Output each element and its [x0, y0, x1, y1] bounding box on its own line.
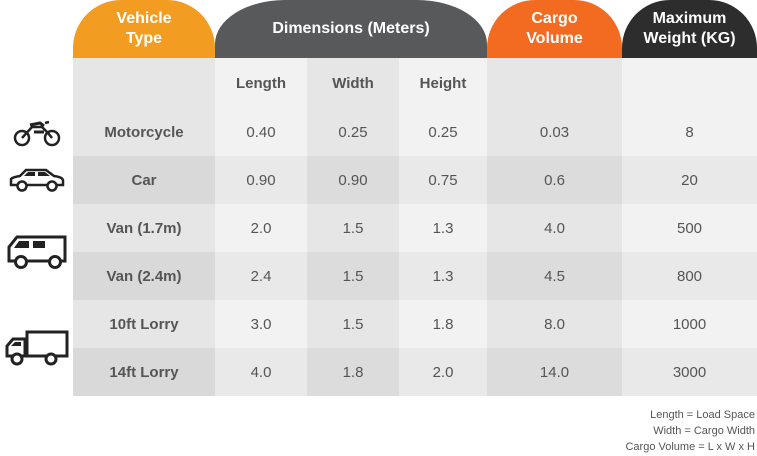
cell-length: 2.0 — [250, 219, 272, 237]
car-icon — [0, 160, 73, 200]
row-cell-bg — [487, 348, 622, 396]
cell-width: 1.8 — [342, 363, 364, 381]
row-cell-bg — [307, 108, 399, 156]
vehicle-name: 14ft Lorry — [109, 363, 179, 381]
cell-width: 1.5 — [342, 267, 364, 285]
row-cell-bg — [215, 252, 307, 300]
row-cell-bg — [487, 252, 622, 300]
row-cell-bg — [487, 108, 622, 156]
cell-height: 1.3 — [432, 219, 454, 237]
cell-weight: 3000 — [672, 363, 707, 381]
subheader-cell — [487, 58, 622, 108]
row-cell-bg — [307, 300, 399, 348]
row-cell-bg — [399, 108, 487, 156]
cell-weight: 1000 — [672, 315, 707, 333]
row-cell-bg — [73, 204, 215, 252]
cell-width: 1.5 — [342, 219, 364, 237]
vehicle-name: Van (1.7m) — [106, 219, 182, 237]
row-cell-bg — [487, 300, 622, 348]
header-vehicle-type: Vehicle Type — [73, 0, 215, 58]
subheader-cell — [215, 58, 307, 108]
row-cell-bg — [307, 252, 399, 300]
cell-weight: 20 — [681, 171, 698, 189]
row-cell-bg — [307, 204, 399, 252]
cell-height: 1.3 — [432, 267, 454, 285]
header-dimensions: Dimensions (Meters) — [215, 0, 487, 58]
cell-length: 0.90 — [246, 171, 276, 189]
cell-volume: 14.0 — [539, 363, 570, 381]
vehicle-name: Van (2.4m) — [106, 267, 182, 285]
subheader-height: Height — [419, 74, 467, 92]
row-cell-bg — [307, 156, 399, 204]
row-cell-bg — [399, 300, 487, 348]
vehicle-name: 10ft Lorry — [109, 315, 179, 333]
cell-length: 2.4 — [250, 267, 272, 285]
cell-volume: 0.6 — [544, 171, 565, 189]
row-cell-bg — [73, 300, 215, 348]
vehicle-name: Motorcycle — [104, 123, 184, 141]
cell-length: 4.0 — [250, 363, 272, 381]
row-cell-bg — [215, 108, 307, 156]
cell-volume: 8.0 — [544, 315, 565, 333]
row-cell-bg — [622, 156, 757, 204]
cell-width: 0.25 — [338, 123, 368, 141]
subheader-length: Length — [236, 74, 286, 92]
subheader-cell — [73, 58, 215, 108]
header-cargo-volume: Cargo Volume — [487, 0, 622, 58]
cell-height: 0.25 — [428, 123, 458, 141]
row-cell-bg — [399, 348, 487, 396]
row-cell-bg — [622, 300, 757, 348]
row-cell-bg — [487, 204, 622, 252]
header-max-weight: Maximum Weight (KG) — [622, 0, 757, 58]
row-cell-bg — [73, 108, 215, 156]
cell-weight: 800 — [676, 267, 703, 285]
cell-volume: 4.0 — [544, 219, 565, 237]
row-cell-bg — [215, 300, 307, 348]
row-cell-bg — [622, 108, 757, 156]
lorry-icon — [0, 320, 73, 376]
row-cell-bg — [215, 156, 307, 204]
van-icon — [0, 220, 73, 284]
cell-width: 0.90 — [338, 171, 368, 189]
cell-height: 1.8 — [432, 315, 454, 333]
row-cell-bg — [73, 252, 215, 300]
subheader-width: Width — [332, 74, 374, 92]
cell-length: 0.40 — [246, 123, 276, 141]
legend-length: Length = Load Space — [650, 409, 755, 421]
row-cell-bg — [215, 204, 307, 252]
row-cell-bg — [73, 156, 215, 204]
cell-weight: 500 — [676, 219, 703, 237]
row-cell-bg — [622, 348, 757, 396]
cell-length: 3.0 — [250, 315, 272, 333]
cell-width: 1.5 — [342, 315, 364, 333]
vehicle-name: Car — [131, 171, 157, 189]
motorcycle-icon — [0, 112, 73, 152]
row-cell-bg — [215, 348, 307, 396]
cell-weight: 8 — [685, 123, 694, 141]
row-cell-bg — [399, 204, 487, 252]
row-cell-bg — [399, 252, 487, 300]
row-cell-bg — [622, 204, 757, 252]
row-cell-bg — [622, 252, 757, 300]
row-cell-bg — [487, 156, 622, 204]
row-cell-bg — [307, 348, 399, 396]
cell-volume: 0.03 — [539, 123, 570, 141]
cell-height: 2.0 — [432, 363, 454, 381]
subheader-cell — [307, 58, 399, 108]
row-cell-bg — [73, 348, 215, 396]
cell-volume: 4.5 — [544, 267, 565, 285]
subheader-cell — [399, 58, 487, 108]
legend-volume: Cargo Volume = L x W x H — [625, 441, 755, 453]
row-cell-bg — [399, 156, 487, 204]
cell-height: 0.75 — [428, 171, 458, 189]
legend-width: Width = Cargo Width — [653, 425, 755, 437]
legend: Length = Load Space Width = Cargo Width … — [625, 407, 755, 455]
subheader-cell — [622, 58, 757, 108]
